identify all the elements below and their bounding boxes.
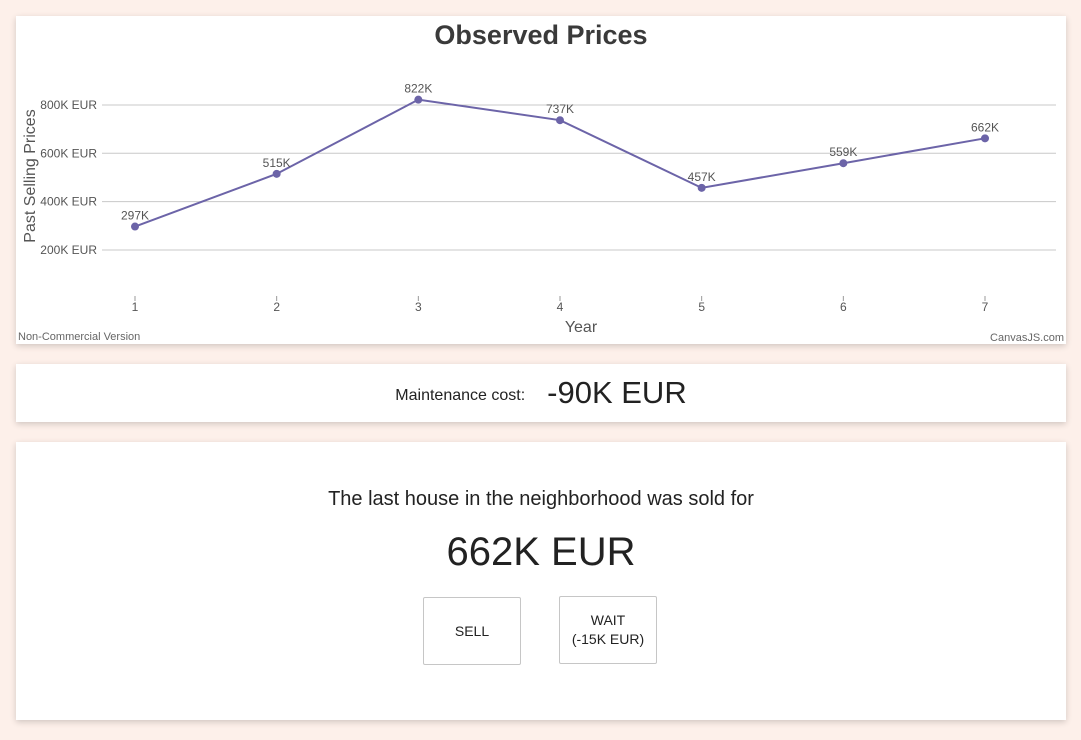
price-chart: Observed Prices 200K EUR 400K EUR 600K EUR…: [18, 20, 1064, 344]
wait-button-cost: (-15K EUR): [571, 631, 645, 647]
wait-button[interactable]: WAIT (-15K EUR): [559, 596, 657, 664]
sell-button-label: SELL: [454, 622, 490, 639]
x-tick-label: 7: [982, 300, 989, 314]
maintenance-value: -90K EUR: [547, 375, 687, 410]
sell-button[interactable]: SELL: [423, 597, 521, 665]
x-tick-label: 2: [273, 300, 280, 314]
maintenance-label: Maintenance cost:: [395, 387, 526, 404]
y-tick-layer: 200K EUR 400K EUR 600K EUR 800K EUR: [40, 98, 97, 257]
data-point: [131, 222, 139, 231]
last-sale-price: 662K EUR: [446, 530, 636, 574]
maintenance-row: Maintenance cost: -90K EUR: [16, 364, 1066, 422]
grid-layer: [102, 104, 1056, 251]
y-axis-title: Past Selling Prices: [22, 109, 39, 242]
data-label: 559K: [829, 145, 857, 159]
data-label: 737K: [546, 102, 574, 116]
data-point: [697, 183, 706, 192]
wait-button-label: WAIT: [590, 612, 626, 628]
data-label: 662K: [971, 120, 999, 134]
data-label: 822K: [404, 82, 432, 96]
y-tick-label: 200K EUR: [40, 243, 97, 257]
data-point: [414, 95, 423, 104]
y-tick-label: 400K EUR: [40, 195, 97, 209]
decision-card: The last house in the neighborhood was s…: [16, 442, 1066, 720]
x-tick-label: 1: [132, 300, 139, 314]
x-tick-layer: 1 2 3 4 5 6 7: [132, 296, 989, 314]
x-tick-label: 5: [698, 300, 705, 314]
data-label: 457K: [688, 170, 716, 184]
maintenance-card: Maintenance cost: -90K EUR: [16, 364, 1066, 422]
credit-canvasjs-link[interactable]: CanvasJS.com: [990, 332, 1064, 344]
x-tick-label: 6: [840, 300, 847, 314]
last-sale-text: The last house in the neighborhood was s…: [328, 488, 754, 510]
y-tick-label: 600K EUR: [40, 146, 97, 160]
x-tick-label: 3: [415, 300, 422, 314]
data-label: 297K: [121, 209, 149, 223]
series-layer: 297K 515K 822K 737K 457K 559K 662K: [121, 82, 999, 231]
data-label: 515K: [263, 156, 291, 170]
credit-non-commercial: Non-Commercial Version: [18, 331, 140, 343]
x-axis-title: Year: [565, 319, 598, 336]
data-point: [981, 134, 989, 143]
price-chart-card: Observed Prices 200K EUR 400K EUR 600K EUR…: [16, 16, 1066, 344]
data-point: [556, 116, 564, 125]
y-tick-label: 800K EUR: [40, 98, 97, 112]
x-tick-label: 4: [557, 300, 564, 314]
chart-title: Observed Prices: [434, 20, 647, 50]
data-point: [839, 159, 848, 168]
data-point: [272, 169, 281, 178]
